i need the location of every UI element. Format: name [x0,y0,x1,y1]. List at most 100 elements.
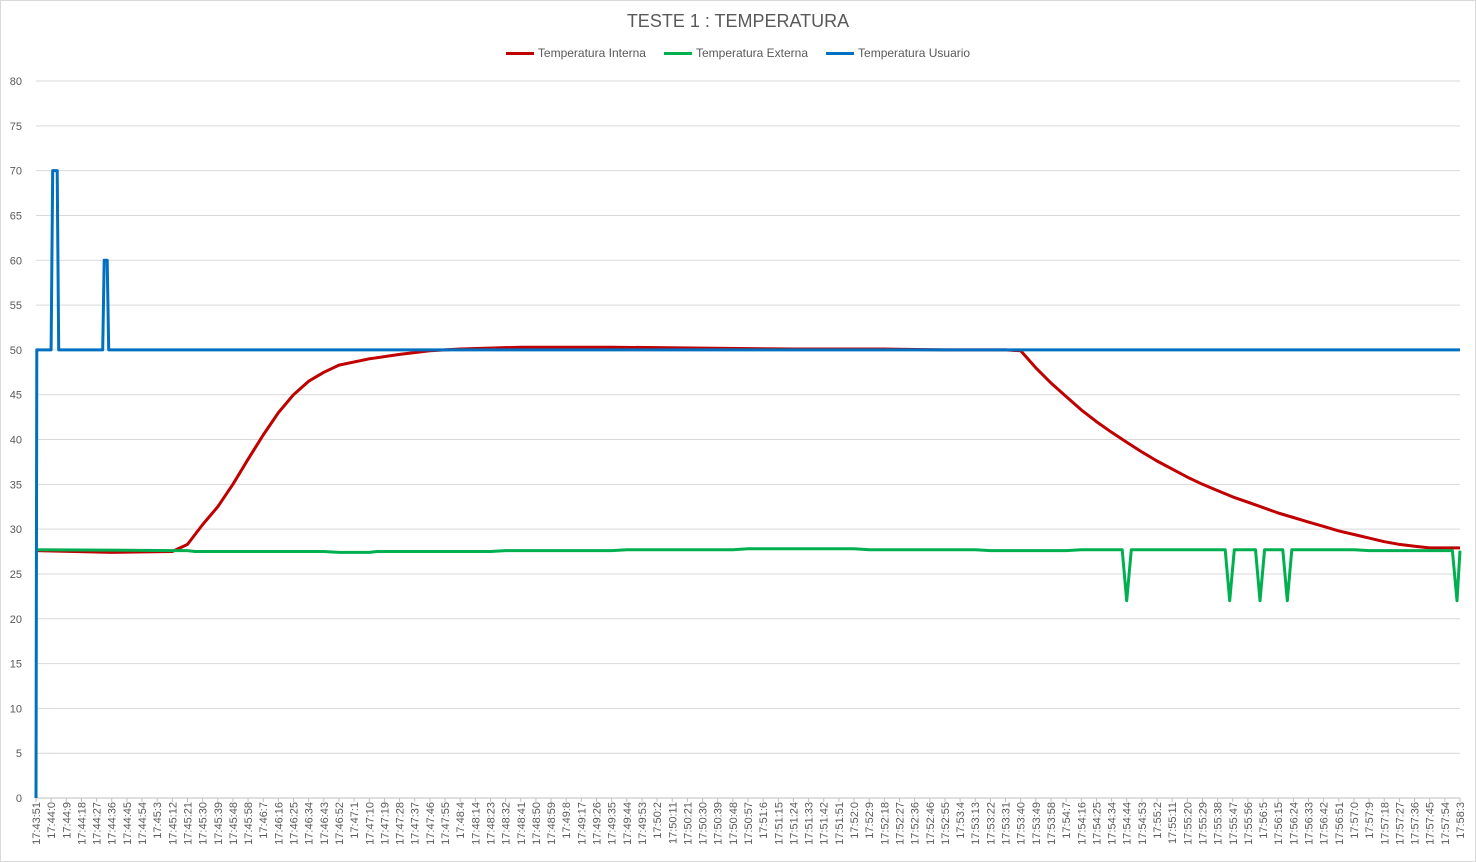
y-tick-label: 25 [10,569,22,581]
x-tick-label: 17:51:15 [773,802,785,845]
x-tick-label: 17:45:12 [167,802,179,845]
y-tick-label: 75 [10,121,22,133]
x-tick-label: 17:44:18 [76,802,88,845]
y-tick-label: 35 [10,479,22,491]
x-tick-label: 17:49:53 [637,802,649,845]
x-tick-label: 17:47:37 [410,802,422,845]
x-tick-label: 17:55:2 [1152,802,1164,839]
x-tick-label: 17:57:27 [1394,802,1406,845]
x-tick-label: 17:48:23 [485,802,497,845]
x-tick-label: 17:55:29 [1197,802,1209,845]
x-tick-label: 17:49:17 [576,802,588,845]
chart-title: TESTE 1 : TEMPERATURA [626,11,850,31]
x-tick-label: 17:53:13 [970,802,982,845]
legend-label: Temperatura Externa [695,46,809,60]
x-tick-label: 17:52:27 [894,802,906,845]
legend-item: Temperatura Usuario [826,46,970,60]
x-tick-label: 17:55:56 [1243,802,1255,845]
y-tick-label: 5 [16,748,22,760]
x-tick-label: 17:54:34 [1107,802,1119,845]
series-line-temperatura-usuario [34,169,1460,799]
x-tick-label: 17:51:24 [788,802,800,845]
x-tick-label: 17:47:28 [395,802,407,845]
x-tick-label: 17:49:35 [607,802,619,845]
x-tick-label: 17:47:1 [349,802,361,839]
x-tick-label: 17:47:10 [364,802,376,845]
x-tick-label: 17:47:46 [425,802,437,845]
x-tick-label: 17:45:48 [228,802,240,845]
x-tick-label: 17:54:16 [1076,802,1088,845]
x-tick-label: 17:44:36 [107,802,119,845]
x-tick-label: 17:50:11 [667,802,679,844]
x-tick-label: 17:44:27 [92,802,104,845]
x-tick-label: 17:48:41 [516,802,528,845]
x-tick-label: 17:50:21 [682,802,694,845]
y-tick-label: 50 [10,345,22,357]
y-tick-label: 15 [10,659,22,671]
x-tick-label: 17:53:49 [1031,802,1043,845]
x-tick-label: 17:54:7 [1061,802,1073,839]
x-tick-label: 17:45:21 [182,802,194,845]
x-tick-label: 17:53:40 [1016,802,1028,845]
x-tick-label: 17:46:34 [304,802,316,845]
x-tick-label: 17:54:44 [1122,802,1134,845]
x-tick-label: 17:52:9 [864,802,876,839]
x-tick-label: 17:57:9 [1364,802,1376,839]
y-tick-label: 20 [10,614,22,626]
x-tick-label: 17:55:20 [1182,802,1194,845]
x-tick-label: 17:52:46 [925,802,937,845]
legend-swatch [505,51,534,55]
x-tick-label: 17:44:45 [122,802,134,845]
y-tick-label: 0 [16,793,22,805]
x-tick-label: 17:54:53 [1137,802,1149,845]
x-tick-label: 17:44:54 [137,802,149,845]
x-tick-label: 17:48:14 [470,802,482,845]
y-tick-label: 45 [10,390,22,402]
x-tick-label: 17:57:54 [1440,802,1452,845]
x-tick-label: 17:51:6 [758,802,770,839]
x-tick-label: 17:56:51 [1334,802,1346,845]
x-tick-label: 17:55:11 [1167,802,1179,844]
x-tick-label: 17:45:58 [243,802,255,845]
x-tick-label: 17:56:24 [1288,802,1300,845]
legend-item: Temperatura Interna [505,46,646,60]
x-tick-label: 17:57:36 [1410,802,1422,845]
y-tick-label: 60 [10,255,22,267]
legend-swatch [663,51,692,55]
x-tick-label: 17:46:43 [319,802,331,845]
x-tick-label: 17:53:22 [985,802,997,845]
legend-label: Temperatura Usuario [858,46,971,60]
y-tick-label: 10 [10,703,22,715]
x-tick-label: 17:45:30 [198,802,210,845]
x-tick-label: 17:51:51 [834,802,846,845]
x-tick-label: 17:45:3 [152,802,164,839]
x-tick-label: 17:50:57 [743,802,755,845]
x-tick-label: 17:53:58 [1046,802,1058,845]
x-tick-label: 17:52:18 [879,802,891,845]
x-tick-label: 17:50:39 [713,802,725,845]
x-tick-label: 17:56:5 [1258,802,1270,839]
y-tick-label: 80 [10,76,22,88]
legend-swatch [826,51,855,55]
x-tick-label: 17:57:0 [1349,802,1361,839]
x-tick-label: 17:57:18 [1379,802,1391,845]
legend-label: Temperatura Interna [537,46,646,60]
series-line-temperatura-interna [35,345,1460,554]
x-tick-label: 17:55:47 [1228,802,1240,845]
x-tick-label: 17:55:38 [1213,802,1225,845]
x-tick-label: 17:48:59 [546,802,558,845]
y-tick-label: 70 [10,166,22,178]
x-tick-label: 17:52:36 [910,802,922,845]
x-tick-label: 17:51:33 [804,802,816,845]
y-tick-label: 55 [10,300,22,312]
x-tick-label: 17:44:9 [61,802,73,839]
x-tick-label: 17:49:8 [561,802,573,839]
x-tick-label: 17:43:51 [31,802,43,845]
x-tick-label: 17:53:31 [1001,802,1013,845]
x-tick-label: 17:46:25 [289,802,301,845]
x-tick-label: 17:52:0 [849,802,861,839]
x-tick-label: 17:50:48 [728,802,740,845]
x-tick-label: 17:48:50 [531,802,543,845]
x-tick-label: 17:46:52 [334,802,346,845]
